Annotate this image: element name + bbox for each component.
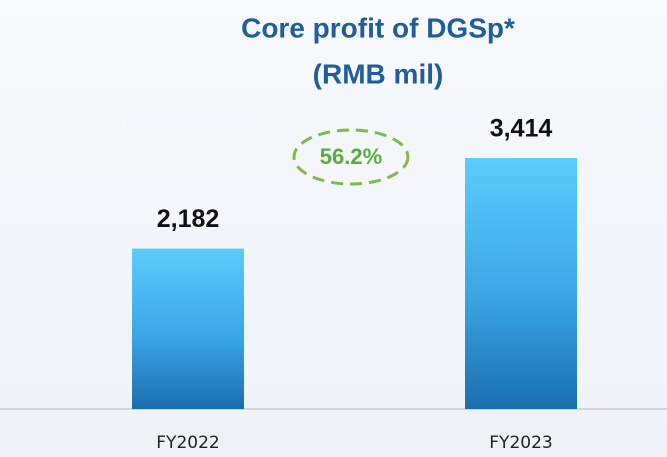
chart-title: Core profit of DGSp* — [241, 12, 515, 43]
annotation: 56.2% — [320, 144, 382, 169]
x-tick-label: FY2022 — [156, 433, 219, 453]
annotation-ellipse — [292, 128, 410, 186]
value-label: 2,182 — [157, 205, 220, 233]
bar — [465, 158, 577, 409]
value-label: 3,414 — [490, 115, 553, 143]
chart-subtitle: (RMB mil) — [313, 58, 444, 89]
x-tick-label: FY2023 — [489, 433, 552, 453]
bar — [132, 248, 244, 409]
